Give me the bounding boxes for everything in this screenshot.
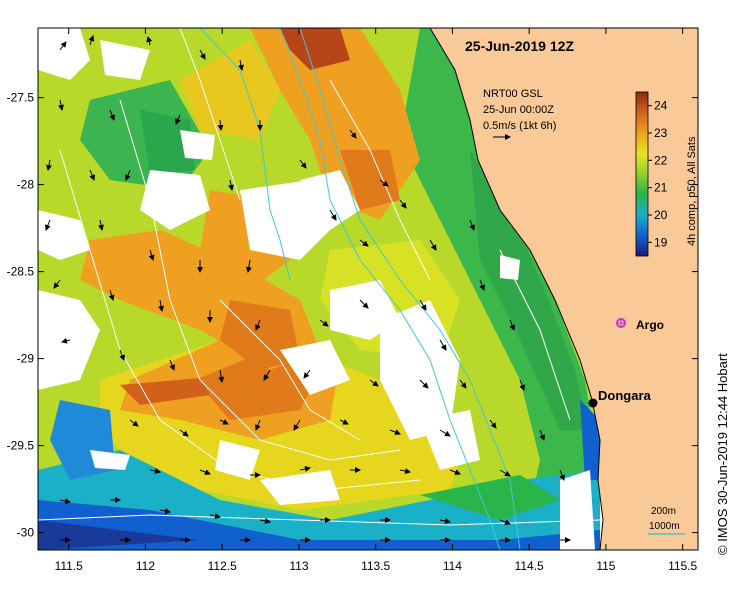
- lon-tick-label: 115: [596, 559, 615, 573]
- current-source-label: NRT00 GSL: [483, 88, 543, 100]
- colorbar-tick-label: 22: [654, 153, 668, 167]
- lat-tick-label: -30: [17, 526, 35, 540]
- lon-tick-label: 114: [443, 559, 462, 573]
- colorbar: 19 20 21 22 23 24: [635, 91, 668, 257]
- plot-frame: [37, 27, 699, 551]
- lon-tick-label: 112.5: [208, 559, 237, 573]
- bathymetry-contours: [38, 28, 601, 550]
- argo-marker: [616, 318, 626, 328]
- lon-tick-label: 115.5: [668, 559, 697, 573]
- contour-1000-label: 1000m: [649, 521, 680, 532]
- colorbar-tick-label: 20: [654, 208, 668, 222]
- current-time-label: 25-Jun 00:00Z: [483, 104, 554, 116]
- latitude-axis: -27.5 -28 -28.5 -29 -29.5 -30: [7, 91, 698, 540]
- lon-tick-label: 112: [136, 559, 155, 573]
- argo-label: Argo: [636, 318, 664, 332]
- map-title: 25-Jun-2019 12Z: [465, 38, 574, 54]
- lon-tick-label: 114.5: [515, 559, 544, 573]
- dongara-marker: [588, 398, 598, 408]
- colorbar-tick-label: 24: [654, 99, 668, 113]
- colorbar-tick-label: 23: [654, 126, 668, 140]
- lon-tick-label: 111.5: [55, 559, 84, 573]
- dongara-label: Dongara: [598, 388, 651, 403]
- lat-tick-label: -29.5: [7, 439, 35, 453]
- lon-tick-label: 113.5: [361, 559, 390, 573]
- lat-tick-label: -29: [17, 352, 35, 366]
- colorbar-tick-label: 19: [654, 235, 668, 249]
- contour-200-label: 200m: [651, 506, 677, 517]
- credit-text: © IMOS 30-Jun-2019 12:44 Hobart: [715, 353, 730, 555]
- colorbar-tick-label: 21: [654, 181, 668, 195]
- lat-tick-label: -27.5: [7, 91, 35, 105]
- lat-tick-label: -28.5: [7, 265, 35, 279]
- current-scale-label: 0.5m/s (1kt 6h): [483, 120, 557, 132]
- current-arrows: [45, 35, 571, 543]
- lat-tick-label: -28: [17, 178, 35, 192]
- land-mass: [429, 28, 698, 550]
- lon-tick-label: 113: [289, 559, 308, 573]
- longitude-axis: 111.5 112 112.5 113 113.5 114 114.5 115 115.5: [55, 28, 698, 573]
- colorbar-label: 4h comp, p50, All Sats: [686, 136, 698, 246]
